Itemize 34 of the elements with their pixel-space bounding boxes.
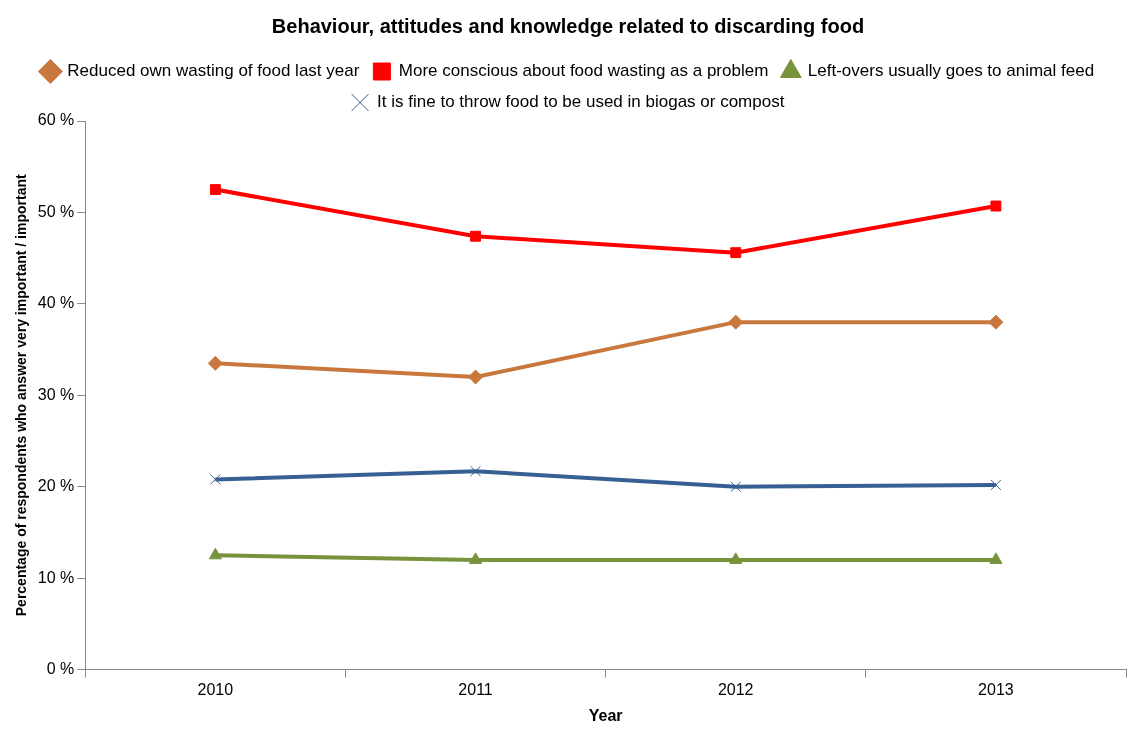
point: [207, 355, 223, 371]
y-tick-label: 10 %: [37, 568, 75, 586]
legend-label: It is fine to throw food to be used in biogas or compost: [377, 92, 785, 112]
point: [730, 481, 742, 493]
x-tick-label: 2011: [458, 680, 493, 698]
point: [209, 184, 221, 196]
point: [470, 465, 481, 477]
point: [989, 552, 1003, 564]
y-tick-label: 50 %: [37, 202, 75, 220]
point: [728, 314, 744, 330]
point: [468, 552, 483, 564]
point: [988, 314, 1004, 330]
point: [730, 247, 742, 259]
legend-label: Reduced own wasting of food last year: [67, 61, 360, 81]
point: [468, 369, 484, 385]
legend-label: Left-overs usually goes to animal feed: [807, 61, 1095, 81]
y-tick-label: 40 %: [37, 294, 75, 312]
x-tick-label: 2010: [197, 680, 234, 698]
y-tick-label: 20 %: [37, 477, 75, 495]
y-tick-label: 0 %: [46, 660, 75, 678]
y-tick-label: 30 %: [37, 385, 75, 403]
legend-label: More conscious about food wasting as a problem: [398, 61, 769, 81]
point: [990, 200, 1002, 212]
x-axis-title: Year: [588, 706, 623, 724]
point: [208, 547, 222, 560]
x-tick-label: 2013: [978, 680, 1014, 698]
y-tick-label: 60 %: [37, 111, 75, 129]
y-axis-title: Percentage of respondents who answer very important / important: [13, 174, 30, 617]
chart-title: Behaviour, attitudes and knowledge related to discarding food: [271, 14, 865, 37]
point: [209, 473, 221, 485]
point: [729, 552, 743, 564]
x-tick-label: 2012: [717, 680, 754, 698]
point: [470, 230, 481, 242]
point: [990, 479, 1002, 491]
